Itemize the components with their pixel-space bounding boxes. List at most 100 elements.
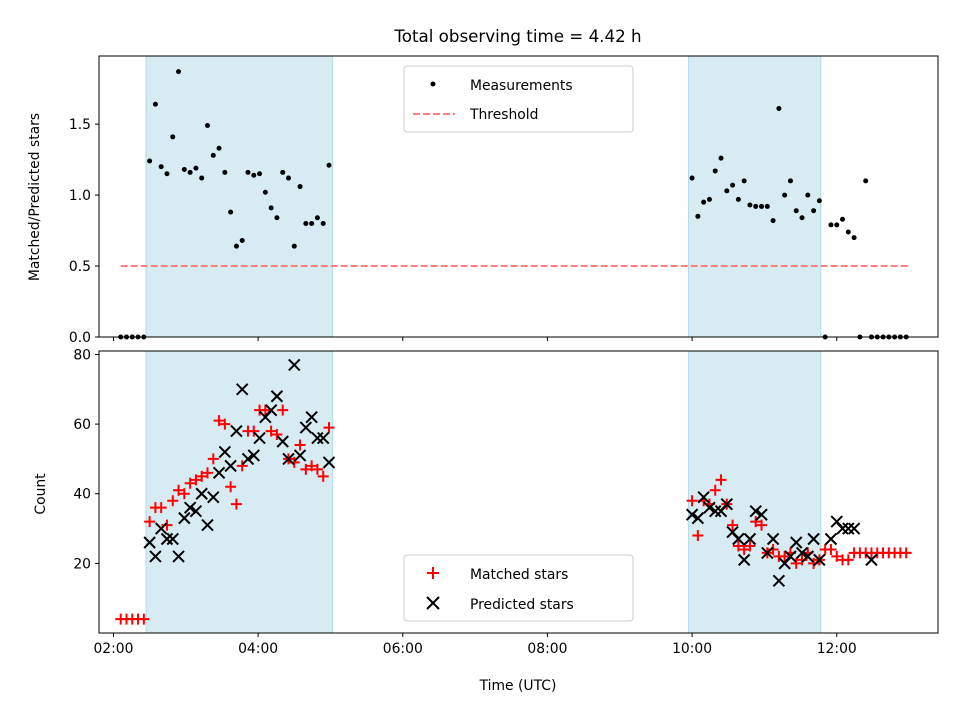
top-panel: 0.0 0.5 1.0 1.5 Matched/Predicted stars Mea…: [27, 55, 939, 346]
top-plot-data: [118, 69, 910, 340]
measurements-point-13: [193, 165, 199, 171]
measurements-point-67: [863, 178, 869, 184]
bottom-panel: 20 40 60 80 02:00 04:00 06:00 08:00 10:00 12:00 C…: [33, 347, 939, 694]
measurements-point-51: [770, 218, 776, 224]
predicted-stars-point-5: [172, 550, 185, 563]
measurements-point-12: [187, 169, 193, 175]
predicted-stars-point-1: [149, 550, 162, 563]
measurements-point-15: [204, 123, 210, 129]
matched-stars-point-4: [138, 613, 150, 625]
matched-stars-point-61: [825, 543, 837, 555]
xtick-label-4: 10:00: [672, 641, 712, 657]
bottom-ylabel: Count: [33, 473, 49, 515]
measurements-point-47: [747, 202, 753, 208]
measurements-point-14: [199, 175, 205, 181]
predicted-stars-point-40: [732, 532, 745, 546]
bottom-legend: Matched stars Predicted stars: [403, 554, 634, 622]
matched-stars-point-31: [294, 439, 306, 451]
matched-stars-point-26: [265, 425, 277, 437]
xtick-label-5: 12:00: [817, 641, 857, 657]
shaded-interval-0: [145, 55, 334, 338]
measurements-point-22: [245, 169, 251, 175]
measurements-point-6: [152, 101, 158, 107]
legend-threshold-label: Threshold: [469, 107, 538, 123]
measurements-point-25: [262, 189, 268, 195]
ytick-label-2: 1.0: [69, 188, 91, 204]
measurements-point-42: [718, 155, 724, 161]
predicted-stars-point-51: [795, 546, 809, 560]
predicted-stars-point-27: [299, 421, 313, 434]
ytick-label-1: 40: [73, 487, 91, 503]
measurements-point-59: [816, 198, 822, 204]
bottom-legend-box: [403, 554, 634, 622]
matched-stars-point-42: [715, 474, 727, 486]
xtick-label-0: 02:00: [93, 641, 133, 657]
axes-frame: [98, 350, 939, 634]
ytick-label-3: 1.5: [69, 117, 91, 133]
matched-stars-point-25: [259, 404, 271, 416]
measurements-point-28: [280, 169, 286, 175]
measurements-point-49: [759, 203, 765, 209]
measurements-point-44: [730, 182, 736, 188]
measurements-point-10: [176, 69, 182, 75]
legend-predicted-label: Predicted stars: [470, 597, 574, 613]
matched-stars-point-28: [277, 404, 289, 416]
predicted-stars-point-34: [697, 491, 710, 504]
matched-stars-point-7: [155, 502, 167, 514]
predicted-stars-point-52: [801, 550, 815, 563]
predicted-stars-point-14: [224, 459, 237, 473]
bottom-axes: 20 40 60 80 02:00 04:00 06:00 08:00 10:00 12:00: [73, 347, 939, 657]
predicted-stars-point-43: [749, 504, 762, 518]
measurements-point-9: [170, 134, 176, 140]
predicted-stars-point-8: [189, 504, 203, 518]
matched-stars-point-15: [201, 467, 213, 479]
measurements-point-55: [793, 208, 799, 214]
bottom-shaded-intervals: [145, 350, 822, 634]
predicted-stars-point-36: [709, 504, 722, 518]
predicted-stars-point-38: [720, 497, 734, 511]
matched-stars-point-19: [225, 481, 237, 493]
predicted-stars-point-12: [212, 466, 226, 480]
bottom-xlabel: Time (UTC): [479, 678, 557, 694]
matched-stars-point-21: [236, 460, 248, 472]
matched-stars-point-55: [790, 557, 802, 569]
measurements-point-17: [216, 145, 222, 151]
predicted-stars-point-16: [236, 383, 249, 396]
matched-stars-point-49: [756, 519, 768, 531]
predicted-stars-point-17: [241, 452, 255, 466]
ytick-label-2: 60: [73, 417, 91, 433]
matched-stars-point-47: [744, 540, 756, 552]
measurements-point-35: [320, 220, 326, 226]
ytick-label-1: 0.5: [69, 259, 91, 275]
measurements-point-30: [291, 243, 297, 249]
predicted-stars-point-15: [230, 424, 243, 438]
matched-stars-point-53: [779, 550, 791, 562]
matched-stars-point-38: [692, 530, 704, 542]
legend-matched-marker: [427, 567, 439, 579]
legend-measurements-marker: [430, 81, 436, 87]
measurements-point-24: [257, 171, 263, 177]
matched-stars-point-27: [271, 429, 283, 441]
predicted-stars-point-10: [201, 518, 214, 532]
measurements-point-27: [274, 215, 280, 221]
ytick-label-3: 80: [73, 347, 91, 363]
predicted-stars-point-33: [691, 511, 705, 525]
predicted-stars-point-42: [743, 532, 757, 546]
predicted-stars-point-45: [761, 546, 774, 560]
matched-stars-point-44: [727, 519, 739, 531]
measurements-point-40: [706, 196, 712, 202]
shaded-interval-1: [687, 55, 822, 338]
predicted-stars-point-24: [282, 452, 295, 466]
measurements-point-52: [776, 106, 782, 112]
measurements-point-54: [787, 178, 793, 184]
xtick-label-3: 08:00: [527, 641, 567, 657]
predicted-stars-point-23: [276, 435, 289, 448]
shaded-interval-1: [687, 350, 822, 634]
matched-stars-point-14: [196, 470, 208, 482]
matched-stars-point-64: [842, 554, 854, 566]
matched-stars-point-36: [323, 422, 335, 434]
predicted-stars-point-47: [772, 574, 786, 587]
matched-stars-point-41: [709, 484, 721, 496]
predicted-stars-point-60: [865, 553, 878, 567]
predicted-stars-point-55: [824, 532, 838, 546]
